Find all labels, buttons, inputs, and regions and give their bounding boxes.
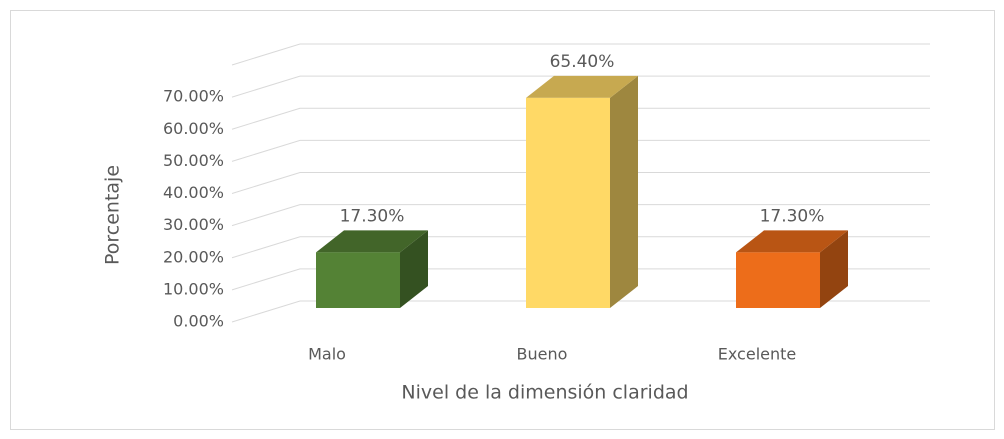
x-tick-label: Malo (308, 345, 346, 364)
value-label: 65.40% (550, 52, 615, 72)
y-tick-label: 70.00% (163, 87, 224, 106)
grid-line (231, 236, 930, 259)
bar-side (610, 75, 638, 308)
grid-line (231, 43, 930, 66)
value-label: 17.30% (340, 206, 405, 226)
x-tick-label: Bueno (517, 345, 568, 364)
grid-line (231, 300, 930, 323)
chart-border (10, 10, 995, 430)
bar (736, 230, 848, 308)
bar-side (400, 230, 428, 308)
bar-front (526, 97, 610, 308)
grid-line (231, 75, 930, 98)
y-axis-title: Porcentaje (102, 165, 124, 265)
grid-line (231, 204, 930, 227)
bar-top (736, 230, 848, 253)
bar-side (820, 230, 848, 308)
y-tick-label: 50.00% (163, 151, 224, 170)
y-tick-label: 10.00% (163, 279, 224, 298)
x-axis-title: Nivel de la dimensión claridad (401, 382, 688, 404)
bar-front (316, 252, 400, 308)
grid-line (231, 172, 930, 194)
grid-line (231, 107, 930, 130)
bar (316, 230, 428, 308)
grid-line (231, 139, 930, 162)
bar (526, 75, 638, 308)
x-tick-label: Excelente (718, 345, 796, 364)
y-tick-label: 30.00% (163, 215, 224, 234)
y-tick-label: 40.00% (163, 183, 224, 202)
grid-line (231, 268, 930, 291)
y-tick-label: 20.00% (163, 247, 224, 266)
y-tick-label: 0.00% (173, 312, 224, 331)
value-label: 17.30% (760, 206, 825, 226)
y-tick-label: 60.00% (163, 119, 224, 138)
bar-top (316, 230, 428, 253)
bar-top (526, 75, 638, 98)
bar-front (736, 252, 820, 308)
